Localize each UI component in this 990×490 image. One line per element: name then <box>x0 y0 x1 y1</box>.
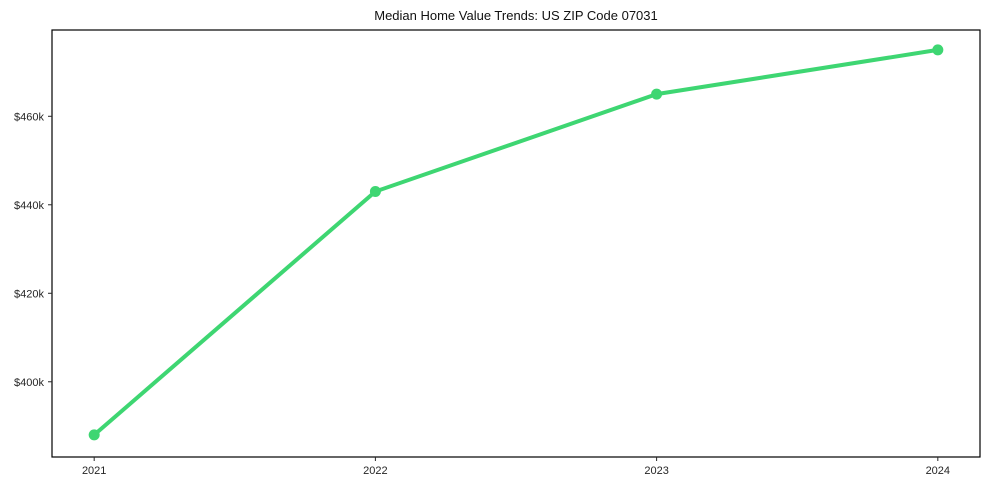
data-point-marker <box>369 186 381 198</box>
x-axis-tick-label: 2021 <box>82 465 106 477</box>
data-point-marker <box>88 429 100 441</box>
data-point-marker <box>932 44 944 56</box>
x-axis-tick-label: 2024 <box>926 465 950 477</box>
plot-border <box>51 29 981 458</box>
chart-title: Median Home Value Trends: US ZIP Code 07… <box>374 8 658 23</box>
x-axis-tick-label: 2023 <box>644 465 668 477</box>
y-axis-tick-label: $440k <box>14 200 44 212</box>
trend-line <box>92 47 940 437</box>
x-axis-tick-label: 2022 <box>363 465 387 477</box>
y-axis-tick-label: $460k <box>14 111 44 123</box>
data-point-marker <box>651 88 663 100</box>
y-axis-tick-label: $420k <box>14 288 44 300</box>
y-axis-tick-label: $400k <box>14 377 44 389</box>
